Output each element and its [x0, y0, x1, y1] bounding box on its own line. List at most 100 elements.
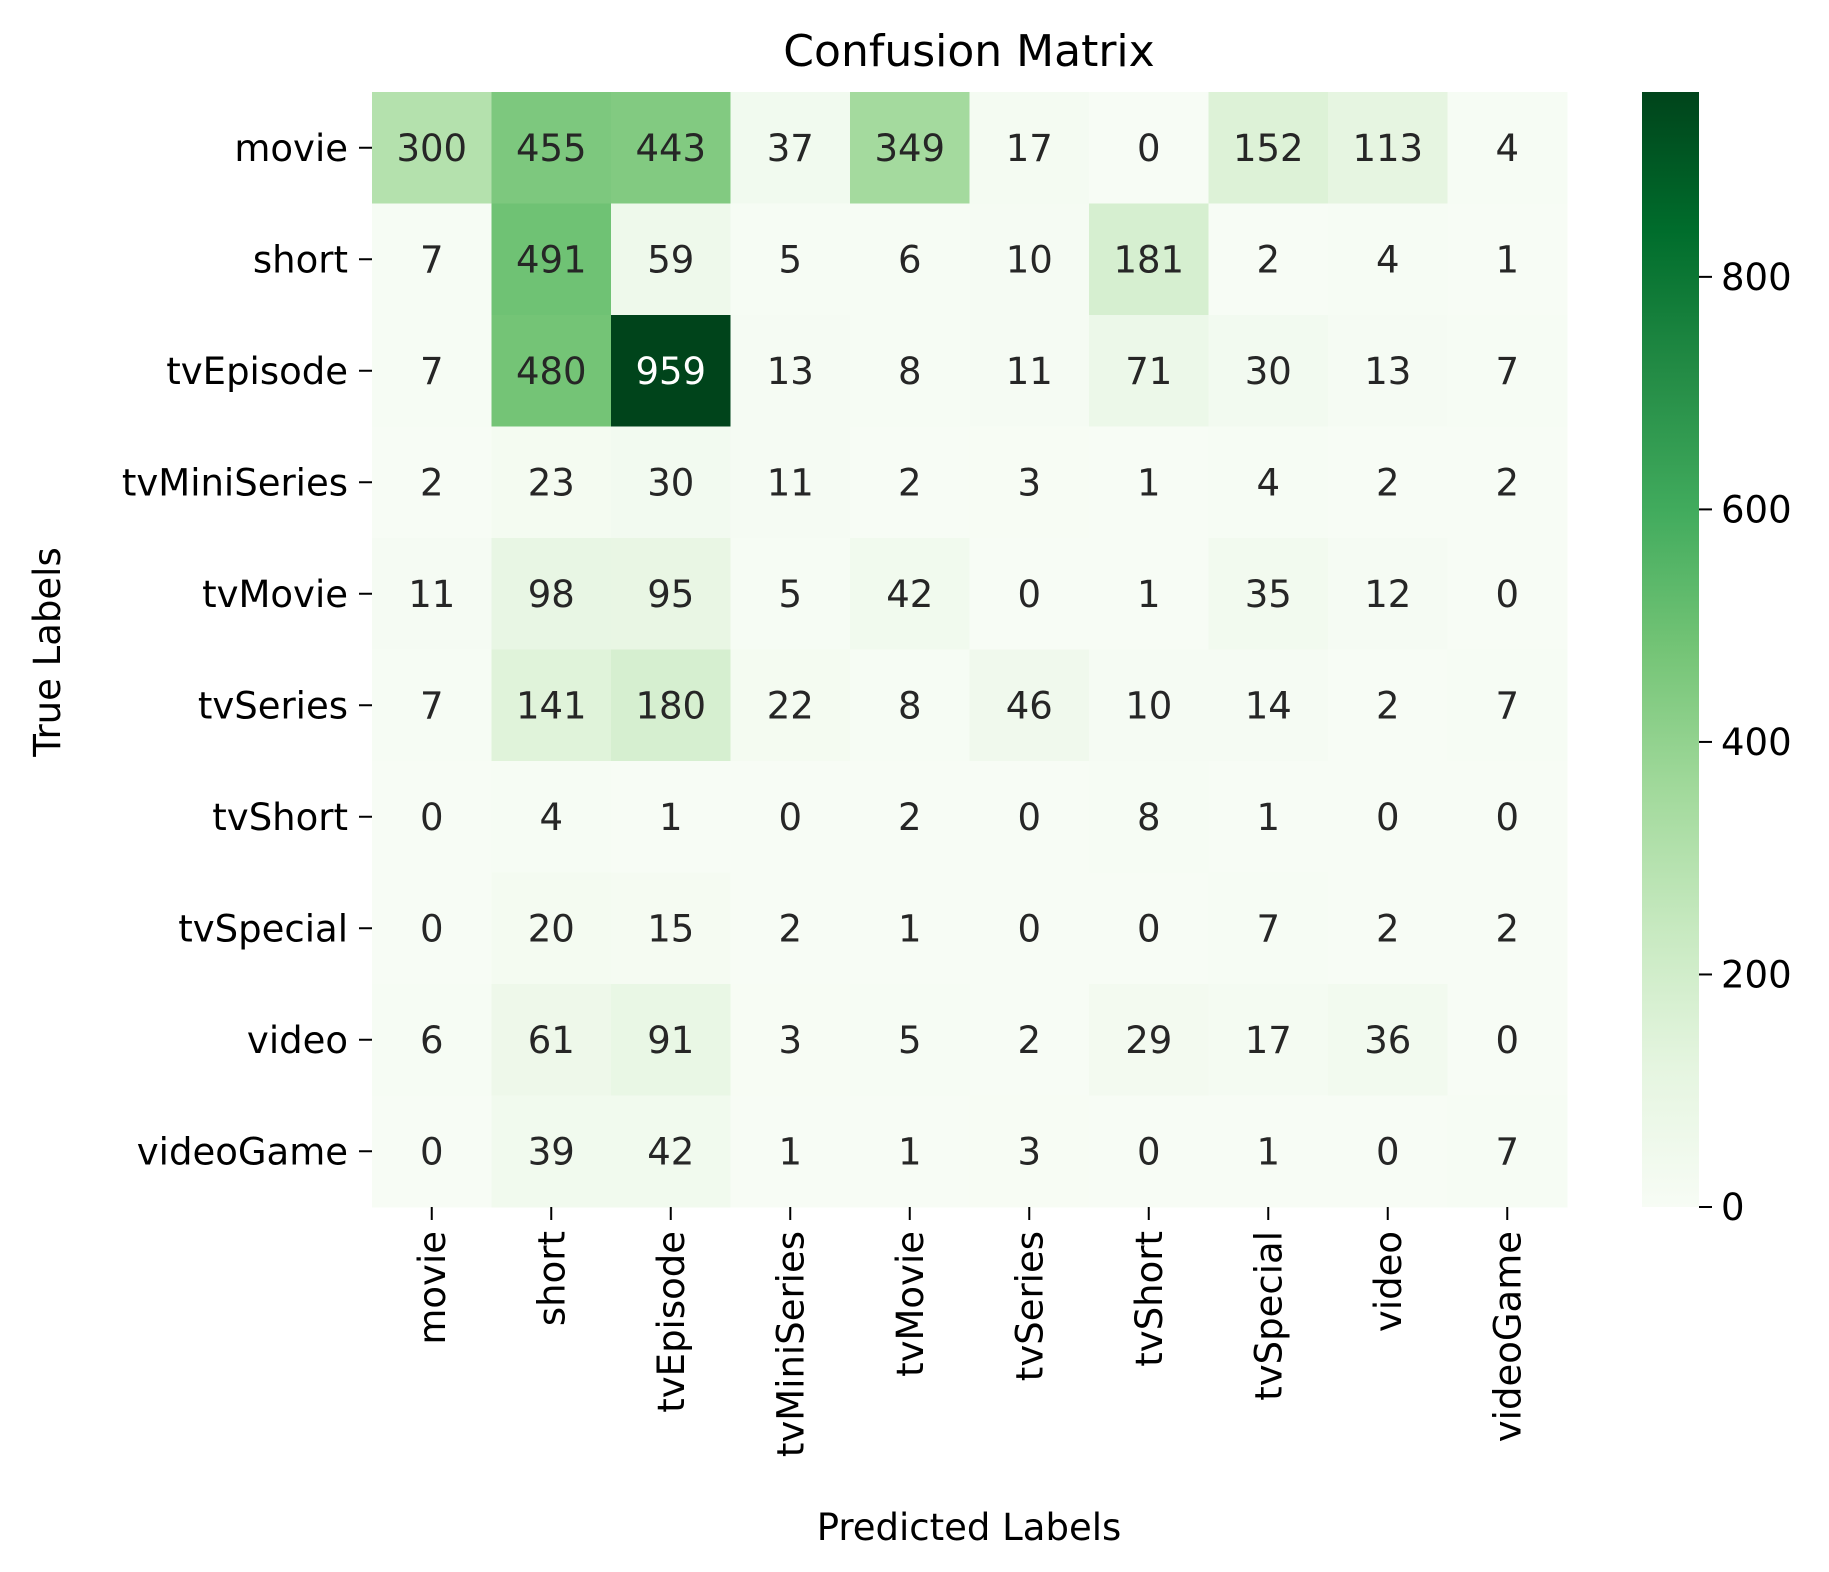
- cell-value-label: 15: [647, 907, 694, 950]
- cell-value-label: 2: [898, 796, 922, 839]
- y-tick-label: tvMiniSeries: [122, 461, 348, 504]
- heatmap-cell: [372, 1095, 492, 1208]
- cell-value-label: 5: [778, 238, 802, 281]
- heatmap-cell: [1208, 538, 1329, 650]
- cell-value-label: 8: [1137, 796, 1161, 839]
- heatmap-cell: [1089, 315, 1209, 427]
- cell-value-label: 91: [647, 1019, 694, 1062]
- cell-value-label: 98: [528, 573, 575, 616]
- cell-value-label: 181: [1113, 238, 1184, 281]
- cell-value-label: 4: [1256, 461, 1280, 504]
- heatmap-cell: [1447, 761, 1568, 873]
- heatmap-cell: [1208, 92, 1329, 204]
- cell-value-label: 4: [1376, 238, 1400, 281]
- cell-value-label: 17: [1245, 1019, 1292, 1062]
- cell-value-label: 0: [1137, 127, 1161, 170]
- chart-title: Confusion Matrix: [783, 26, 1154, 77]
- cell-value-label: 71: [1125, 350, 1172, 393]
- cell-value-label: 491: [516, 238, 587, 281]
- colorbar-ticks: 0 200 400 600 800: [1699, 256, 1792, 1229]
- heatmap-cell: [1089, 538, 1209, 650]
- cell-value-label: 0: [420, 1130, 444, 1173]
- heatmap-cell: [611, 538, 731, 650]
- heatmap-cell: [1447, 649, 1568, 762]
- cell-value-label: 61: [528, 1019, 575, 1062]
- heatmap-cell: [611, 984, 731, 1096]
- y-tick-label: movie: [234, 127, 348, 170]
- cell-value-label: 14: [1245, 684, 1292, 727]
- cell-value-label: 7: [420, 238, 444, 281]
- heatmap-cell: [1208, 426, 1329, 539]
- cell-value-label: 2: [1376, 461, 1400, 504]
- heatmap-cell: [1447, 203, 1568, 316]
- heatmap-cell: [1208, 761, 1329, 873]
- heatmap-cell: [372, 92, 492, 204]
- cell-value-label: 180: [635, 684, 706, 727]
- cell-value-label: 2: [898, 461, 922, 504]
- x-tick-label: short: [530, 1231, 573, 1326]
- cell-value-label: 0: [1137, 1130, 1161, 1173]
- heatmap-cell: [491, 203, 612, 316]
- x-axis-label: Predicted Labels: [817, 1506, 1122, 1549]
- heatmap-cell: [372, 984, 492, 1096]
- cell-value-label: 2: [1256, 238, 1280, 281]
- cell-value-label: 42: [886, 573, 933, 616]
- cell-value-label: 12: [1364, 573, 1411, 616]
- cell-value-label: 443: [635, 127, 706, 170]
- colorbar-tick-label: 800: [1721, 256, 1792, 299]
- heatmap-cell: [491, 426, 612, 539]
- y-tick-label: short: [253, 238, 348, 281]
- x-tick-label: tvEpisode: [650, 1231, 693, 1413]
- cell-value-label: 42: [647, 1130, 694, 1173]
- heatmap-cell: [850, 538, 970, 650]
- cell-value-label: 23: [528, 461, 575, 504]
- cell-value-label: 480: [516, 350, 587, 393]
- heatmap-cell: [611, 203, 731, 316]
- y-tick-label: tvSpecial: [178, 907, 348, 950]
- heatmap-cell: [1089, 92, 1209, 204]
- heatmap-cell: [1328, 872, 1448, 985]
- heatmap-cell: [1447, 92, 1568, 204]
- heatmap-cell: [1328, 92, 1448, 204]
- cell-value-label: 11: [1006, 350, 1053, 393]
- cell-value-label: 7: [1495, 684, 1519, 727]
- cell-value-label: 0: [1376, 1130, 1400, 1173]
- heatmap-cell: [969, 203, 1090, 316]
- heatmap-cell: [372, 315, 492, 427]
- heatmap-cell: [1089, 984, 1209, 1096]
- cell-value-label: 46: [1006, 684, 1053, 727]
- heatmap-cell: [491, 761, 612, 873]
- y-axis: movie short tvEpisode tvMiniSeries tvMovie tv…: [122, 127, 372, 1173]
- cell-value-label: 6: [898, 238, 922, 281]
- cell-value-label: 7: [420, 684, 444, 727]
- heatmap-cell: [850, 315, 970, 427]
- heatmap-cell: [730, 92, 851, 204]
- heatmap-cell: [969, 984, 1090, 1096]
- cell-value-label: 1: [898, 1130, 922, 1173]
- cell-value-label: 2: [1495, 461, 1519, 504]
- cell-value-label: 39: [528, 1130, 575, 1173]
- cell-value-label: 2: [778, 907, 802, 950]
- heatmap-cell: [850, 761, 970, 873]
- cell-value-label: 1: [1495, 238, 1519, 281]
- y-tick-label: tvEpisode: [166, 350, 348, 393]
- cell-value-label: 7: [1495, 350, 1519, 393]
- heatmap-cell: [1208, 984, 1329, 1096]
- y-tick-label: videoGame: [137, 1130, 348, 1173]
- cell-value-label: 17: [1006, 127, 1053, 170]
- cell-value-label: 5: [778, 573, 802, 616]
- heatmap-cell: [850, 649, 970, 762]
- heatmap-cell: [1208, 315, 1329, 427]
- x-tick-label: movie: [411, 1231, 454, 1345]
- cell-value-label: 59: [647, 238, 694, 281]
- cell-value-label: 8: [898, 350, 922, 393]
- cell-value-label: 35: [1245, 573, 1292, 616]
- cell-value-label: 152: [1233, 127, 1304, 170]
- heatmap-cell: [730, 315, 851, 427]
- heatmap-cell: [1089, 203, 1209, 316]
- heatmap-cell: [969, 538, 1090, 650]
- heatmap-cell: [730, 538, 851, 650]
- cell-value-label: 141: [516, 684, 587, 727]
- heatmap-cell: [611, 872, 731, 985]
- heatmap-cell: [1208, 203, 1329, 316]
